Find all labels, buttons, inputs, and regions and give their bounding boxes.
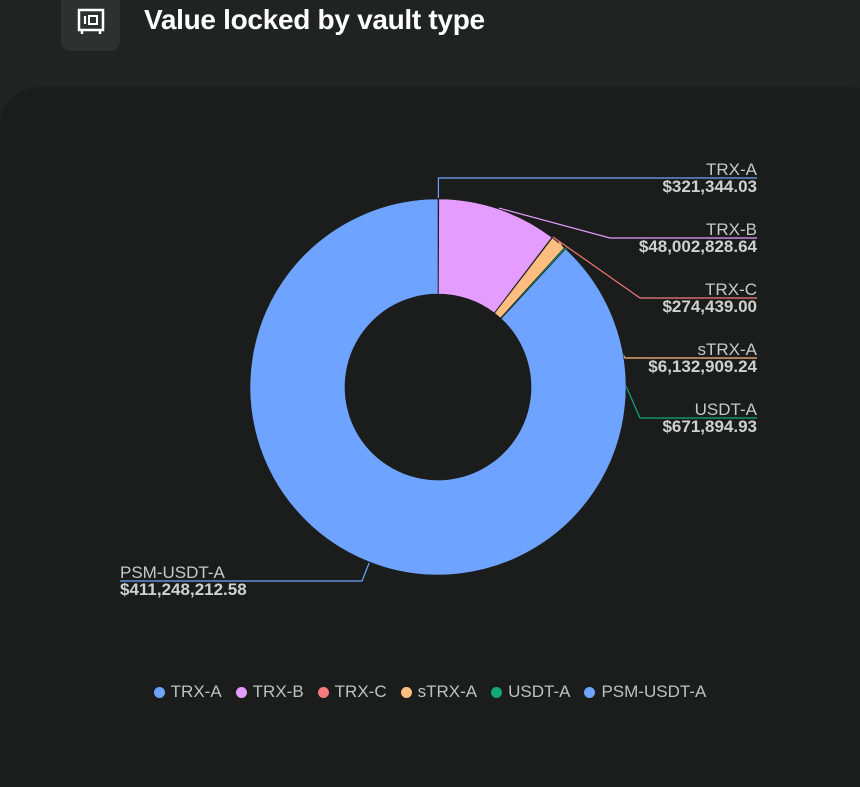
legend-label: TRX-B [252, 682, 304, 701]
legend-dot-icon [584, 686, 596, 698]
slice-label-name: USDT-A [695, 400, 758, 419]
legend-dot-icon [491, 686, 503, 698]
legend-label: PSM-USDT-A [601, 682, 707, 701]
legend-label: USDT-A [508, 682, 571, 701]
legend-item-usdt-a[interactable]: USDT-A [491, 682, 570, 702]
slice-psm-usdt-a[interactable] [249, 198, 627, 576]
slice-label-name: PSM-USDT-A [120, 563, 226, 582]
leader-line-trx-a [437, 177, 757, 199]
slice-label-value: $274,439.00 [662, 297, 757, 316]
slice-label-value: $411,248,212.58 [120, 580, 247, 599]
legend-item-trx-a[interactable]: TRX-A [153, 682, 222, 702]
legend-label: TRX-C [334, 682, 387, 701]
chart-legend: TRX-A TRX-B TRX-C sTRX-A USDT-A PSM-USDT-A [0, 682, 860, 702]
slice-label-name: TRX-C [705, 280, 757, 299]
vault-icon-box [61, 0, 120, 51]
donut-chart: TRX-A$321,344.03 TRX-B$48,002,828.64 TRX-C… [120, 160, 758, 599]
slice-label-name: sTRX-A [698, 340, 758, 359]
slice-label-value: $321,344.03 [662, 177, 757, 196]
vault-safe-icon [77, 8, 104, 34]
slice-label-value: $671,894.93 [662, 417, 757, 436]
legend-item-strx-a[interactable]: sTRX-A [400, 682, 478, 702]
page-title: Value locked by vault type [144, 4, 485, 35]
slice-label-name: TRX-B [706, 220, 757, 239]
legend-dot-icon [235, 686, 247, 698]
slice-label-value: $6,132,909.24 [648, 357, 757, 376]
legend-item-trx-c[interactable]: TRX-C [317, 682, 387, 702]
legend-dot-icon [400, 686, 412, 698]
legend-label: sTRX-A [417, 682, 478, 701]
legend-item-trx-b[interactable]: TRX-B [235, 682, 304, 702]
slice-label-value: $48,002,828.64 [639, 237, 758, 256]
legend-dot-icon [317, 686, 329, 698]
slice-label-name: TRX-A [706, 160, 758, 179]
leader-line-psm-usdt-a [120, 562, 370, 582]
leader-line-trx-b [498, 207, 757, 239]
legend-item-psm-usdt-a[interactable]: PSM-USDT-A [584, 682, 706, 702]
legend-label: TRX-A [170, 682, 222, 701]
legend-dot-icon [153, 686, 165, 698]
leader-line-trx-c [552, 236, 757, 299]
